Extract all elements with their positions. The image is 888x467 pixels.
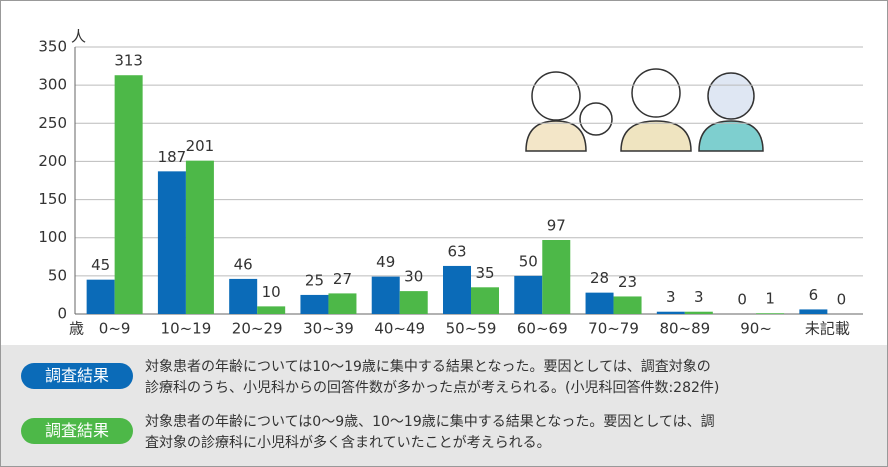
- note-badge: 調査結果: [21, 363, 133, 389]
- illustration: [525, 68, 764, 152]
- note-text: 対象患者の年齢については0～9歳、10～19歳に集中する結果となった。要因として…: [145, 412, 715, 454]
- value-label: 63: [447, 242, 466, 260]
- bar: [613, 296, 642, 314]
- value-label: 201: [186, 137, 215, 155]
- bar: [443, 265, 471, 314]
- value-label: 46: [234, 255, 253, 273]
- bar: [471, 287, 499, 314]
- notes-panel: 調査結果 対象患者の年齢については10～19歳に集中する結果となった。要因としては…: [1, 345, 887, 466]
- note-row: 調査結果 対象患者の年齢については0～9歳、10～19歳に集中する結果となった。要…: [21, 412, 871, 458]
- note-line: 対象患者の年齢については10～19歳に集中する結果となった。要因としては、調査対…: [145, 359, 711, 375]
- x-tick-label: 40~49: [374, 320, 425, 338]
- bar: [371, 276, 400, 314]
- note-line: 診療科のうち、小児科からの回答件数が多かった点が考えられる。(小児科回答件数:2…: [145, 380, 720, 396]
- note-text: 対象患者の年齢については10～19歳に集中する結果となった。要因としては、調査対…: [145, 357, 719, 399]
- y-axis-label: 人: [71, 28, 86, 46]
- x-tick-label: 20~29: [232, 320, 283, 338]
- bar: [656, 311, 685, 314]
- value-label: 0: [837, 291, 847, 309]
- value-label: 50: [519, 252, 538, 270]
- value-label: 49: [376, 253, 395, 271]
- y-tick-label: 50: [48, 266, 67, 284]
- bar: [114, 75, 143, 315]
- bar: [257, 306, 286, 314]
- y-tick-label: 200: [38, 152, 67, 170]
- note-badge: 調査結果: [21, 418, 133, 444]
- bar: [328, 293, 357, 314]
- bar: [300, 294, 329, 314]
- x-tick-label: 90~: [740, 320, 772, 338]
- bar: [799, 309, 828, 314]
- value-label: 28: [590, 269, 609, 287]
- value-label: 6: [809, 286, 819, 304]
- y-tick-label: 300: [38, 76, 67, 94]
- x-tick-label: 80~89: [659, 320, 710, 338]
- value-label: 45: [91, 256, 110, 274]
- chart: 人 歳 0501001502002503003500~94531310~1918…: [38, 28, 863, 338]
- y-tick-label: 250: [38, 114, 67, 132]
- y-tick-label: 0: [57, 305, 67, 323]
- x-tick-label: 50~59: [446, 320, 497, 338]
- bar: [86, 279, 115, 314]
- x-axis-label: 歳: [69, 320, 84, 338]
- x-tick-label: 30~39: [303, 320, 354, 338]
- x-tick-label: 60~69: [517, 320, 568, 338]
- bar: [756, 313, 785, 314]
- bar: [542, 240, 571, 314]
- bar: [684, 311, 713, 314]
- note-line: 対象患者の年齢については0～9歳、10～19歳に集中する結果となった。要因として…: [145, 414, 715, 430]
- value-label: 313: [114, 52, 143, 70]
- x-tick-label: 0~9: [99, 320, 131, 338]
- value-label: 187: [158, 148, 187, 166]
- value-label: 3: [666, 288, 676, 306]
- note-row: 調査結果 対象患者の年齢については10～19歳に集中する結果となった。要因としては…: [21, 357, 871, 403]
- x-tick-label: 未記載: [805, 320, 850, 338]
- bar: [399, 291, 428, 314]
- bar: [185, 160, 214, 314]
- note-line: 査対象の診療科に小児科が多く含まれていたことが考えられる。: [145, 435, 551, 451]
- value-label: 1: [765, 290, 775, 308]
- bar: [229, 278, 258, 314]
- y-tick-label: 150: [38, 190, 67, 208]
- value-label: 3: [694, 288, 704, 306]
- value-label: 23: [618, 273, 637, 291]
- y-tick-label: 350: [38, 38, 67, 56]
- value-label: 25: [305, 271, 324, 289]
- value-label: 10: [262, 283, 281, 301]
- value-label: 30: [404, 268, 423, 286]
- y-tick-label: 100: [38, 228, 67, 246]
- value-label: 97: [547, 217, 566, 235]
- x-tick-label: 10~19: [161, 320, 212, 338]
- value-label: 0: [737, 291, 747, 309]
- value-label: 35: [475, 264, 494, 282]
- x-tick-label: 70~79: [588, 320, 639, 338]
- value-label: 27: [333, 270, 352, 288]
- bar: [585, 292, 614, 314]
- bar: [514, 275, 543, 314]
- bar: [157, 171, 186, 314]
